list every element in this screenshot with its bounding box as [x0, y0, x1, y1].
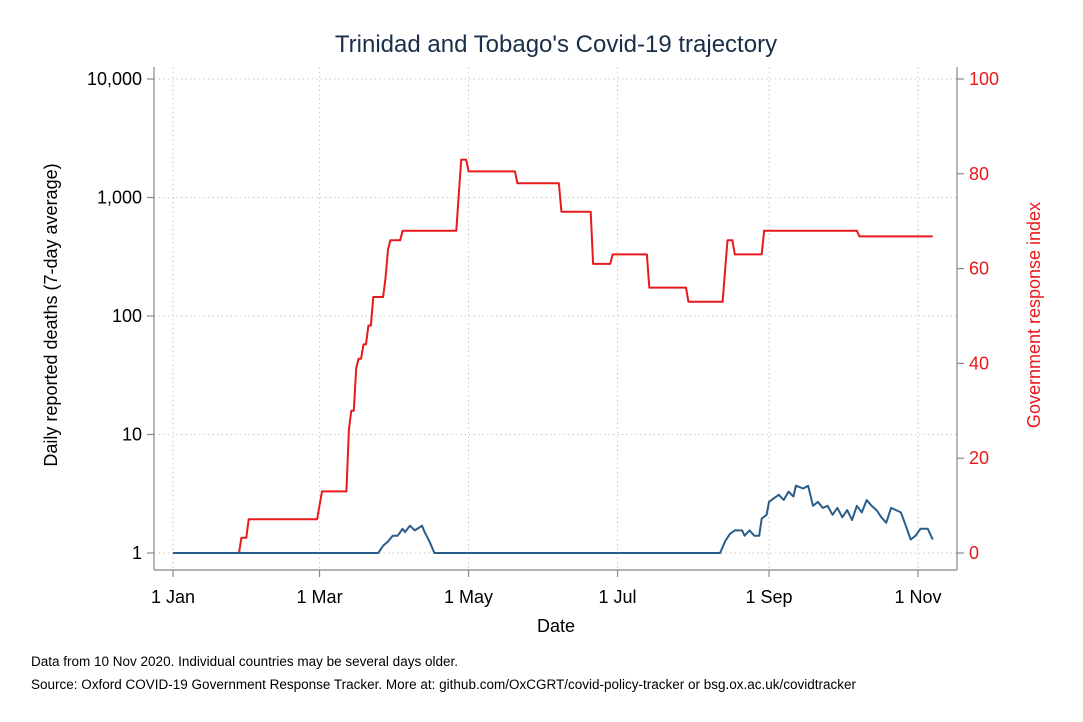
- y2-tick-label: 60: [969, 259, 989, 279]
- daily-deaths-line: [173, 484, 934, 554]
- y-tick-label: 100: [112, 306, 142, 326]
- x-tick-label: 1 Jan: [151, 587, 195, 607]
- government-response-line: [173, 158, 933, 554]
- y2-tick-label: 20: [969, 448, 989, 468]
- x-axis-label: Date: [537, 616, 575, 636]
- y2-axis-label: Government response index: [1024, 202, 1044, 428]
- series-layer: [173, 158, 934, 554]
- y-tick-label: 10: [122, 425, 142, 445]
- y2-tick-label: 80: [969, 164, 989, 184]
- y-axis-label: Daily reported deaths (7-day average): [41, 163, 61, 466]
- y2-tick-label: 40: [969, 353, 989, 373]
- x-tick-label: 1 Sep: [745, 587, 792, 607]
- y-tick-label: 10,000: [87, 69, 142, 89]
- chart-title: Trinidad and Tobago's Covid-19 trajector…: [335, 31, 777, 58]
- grid-lines: [154, 67, 957, 570]
- source-note: Source: Oxford COVID-19 Government Respo…: [31, 677, 857, 692]
- x-tick-label: 1 Mar: [297, 587, 343, 607]
- y-tick-label: 1,000: [97, 188, 142, 208]
- right-y-ticks: 0 20 40 60 80 100: [957, 69, 999, 563]
- y2-tick-label: 0: [969, 543, 979, 563]
- x-tick-label: 1 Nov: [894, 587, 941, 607]
- data-date-note: Data from 10 Nov 2020. Individual countr…: [31, 654, 458, 669]
- x-tick-label: 1 May: [444, 587, 493, 607]
- y2-tick-label: 100: [969, 69, 999, 89]
- x-ticks: 1 Jan 1 Mar 1 May 1 Jul 1 Sep 1 Nov: [151, 570, 942, 607]
- left-y-ticks: 1 10 100 1,000 10,000: [87, 69, 154, 563]
- y-tick-label: 1: [132, 543, 142, 563]
- x-tick-label: 1 Jul: [599, 587, 637, 607]
